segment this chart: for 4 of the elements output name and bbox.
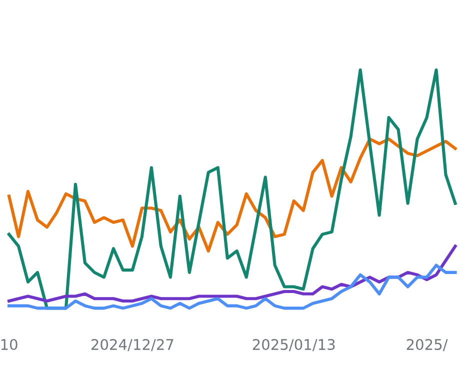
x-tick-label: 10	[1, 338, 18, 350]
x-tick-label: 2024/12/27	[91, 338, 174, 352]
x-tick-label: 2025/	[406, 338, 448, 352]
x-tick-label: 2025/01/13	[252, 338, 335, 352]
